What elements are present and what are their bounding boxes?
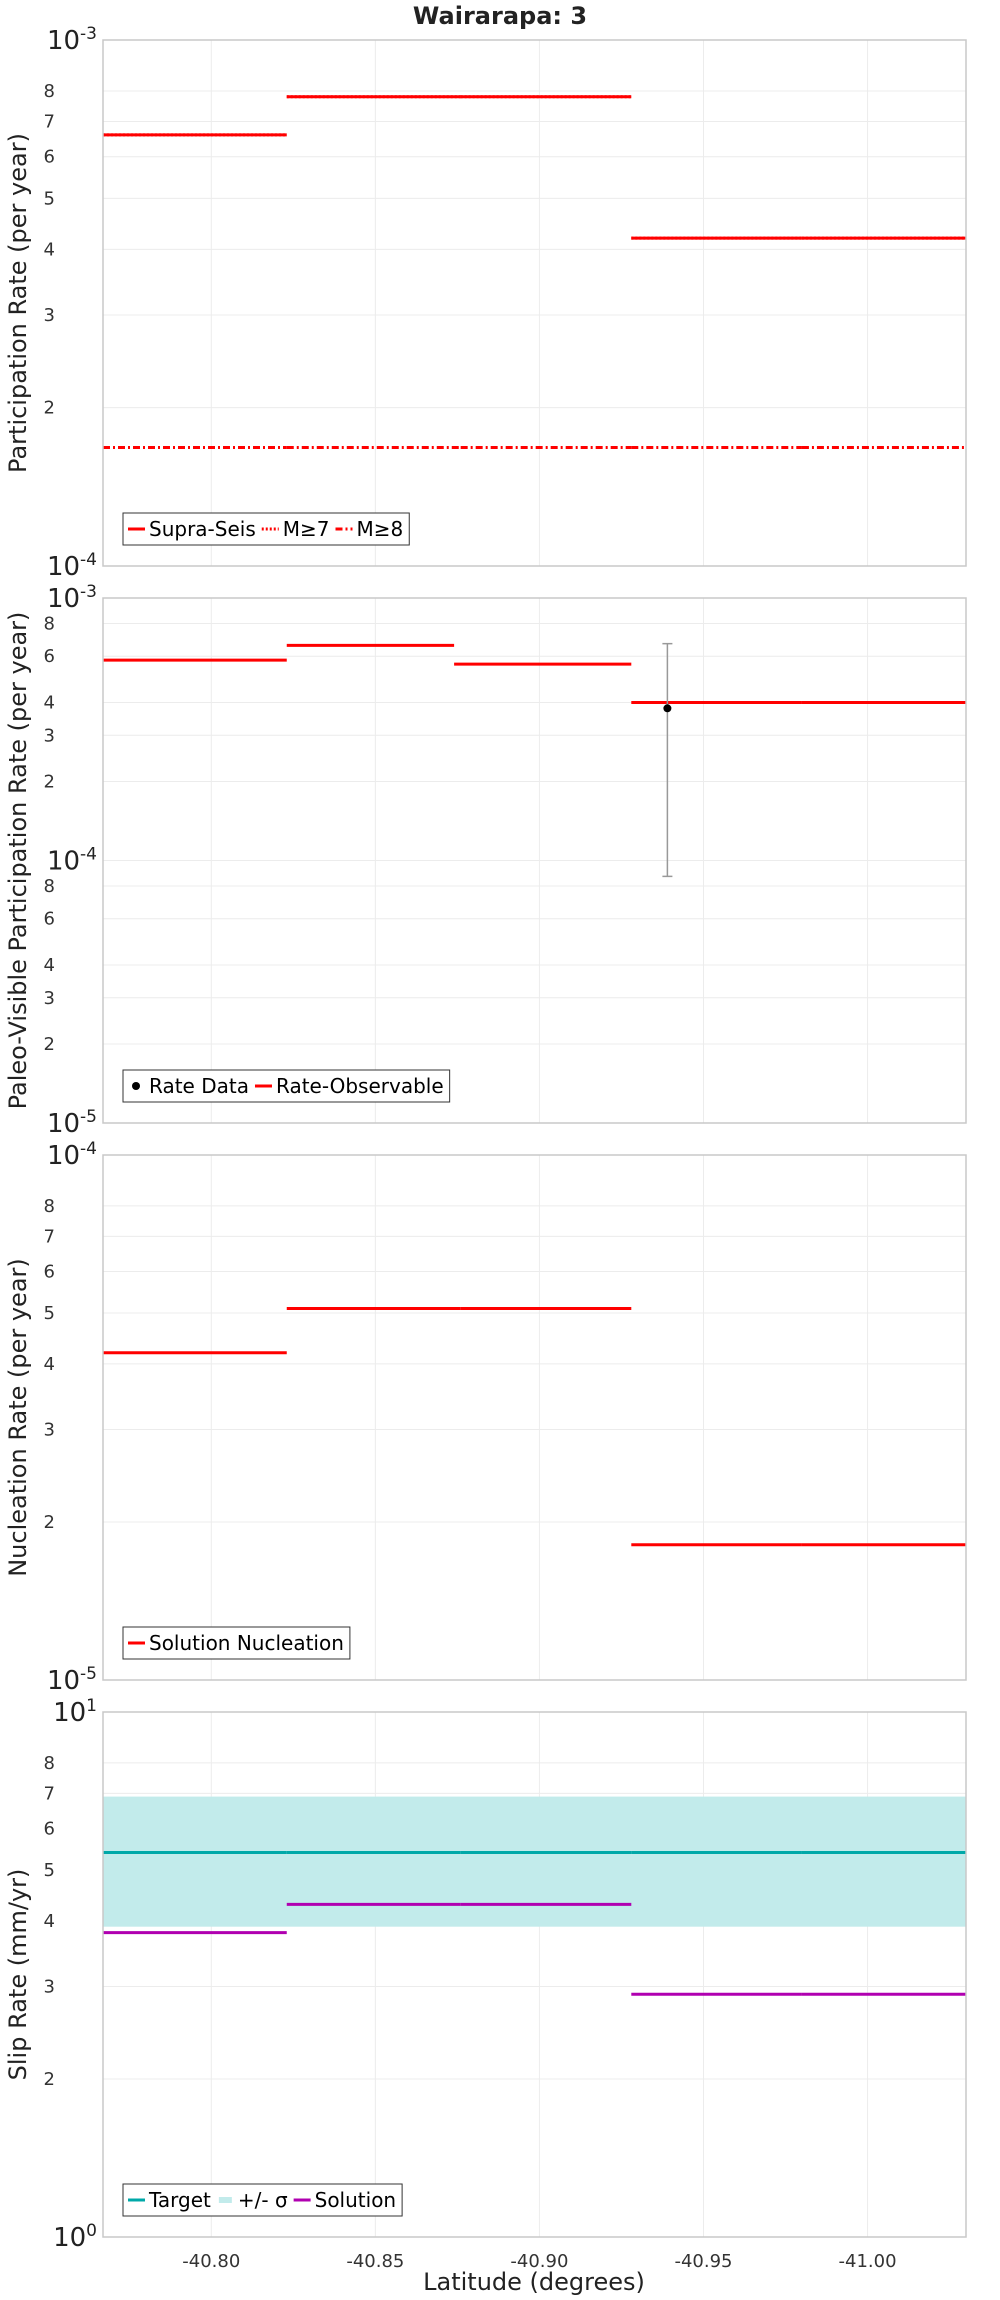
chart-figure: Wairarapa: 3 Latitude (degrees) 23456781… (0, 0, 1000, 2300)
y-tick-label: 2 (44, 771, 55, 792)
y-tick-label: 7 (44, 1783, 55, 1804)
sigma-band (103, 1797, 966, 1927)
y-tick-label: 4 (44, 955, 55, 976)
legend-label: Solution (315, 2188, 396, 2212)
y-tick-label: 4 (44, 692, 55, 713)
legend-swatch (132, 1082, 140, 1090)
legend-label: +/- σ (238, 2188, 288, 2212)
y-tick-label: 8 (44, 81, 55, 102)
y-tick-label: 5 (44, 1860, 55, 1881)
legend: Rate Data Rate-Observable (123, 1070, 450, 1102)
panel-nucleation: 2 3 4 5 6 7 8 10-5 10-4 Nucleation Rate (per year… (4, 1139, 966, 1696)
plot-area (103, 1712, 966, 2237)
y-tick-label: 6 (44, 646, 55, 667)
y-tick-label: 5 (44, 188, 55, 209)
rate-data-point (663, 704, 671, 712)
y-tick-label: 8 (44, 1753, 55, 1774)
legend: Target +/- σ Solution (123, 2184, 402, 2216)
y-axis-label: Paleo-Visible Participation Rate (per ye… (4, 612, 32, 1110)
legend: Solution Nucleation (123, 1627, 350, 1659)
y-tick-label: 2 (44, 2069, 55, 2090)
y-tick-label: 4 (44, 1354, 55, 1375)
y-major-tick-label: 10-3 (47, 582, 97, 614)
legend-label: M≥8 (357, 517, 404, 541)
legend: Supra-Seis M≥7 M≥8 (123, 513, 409, 545)
y-major-tick-label: 10-4 (47, 550, 97, 582)
y-tick-label: 7 (44, 111, 55, 132)
y-tick-label: 8 (44, 1196, 55, 1217)
y-tick-label: 2 (44, 398, 55, 419)
plot-area (103, 40, 966, 566)
y-axis-label: Participation Rate (per year) (4, 133, 32, 473)
x-tick-label: -41.00 (839, 2251, 897, 2272)
y-tick-label: 2 (44, 1034, 55, 1055)
y-tick-label: 3 (44, 1977, 55, 1998)
y-tick-label: 2 (44, 1512, 55, 1533)
plot-area (103, 1155, 966, 1680)
y-major-tick-label: 10-3 (47, 24, 97, 56)
y-tick-label: 6 (44, 909, 55, 930)
y-tick-label: 3 (44, 1420, 55, 1441)
y-tick-label: 4 (44, 1911, 55, 1932)
y-major-tick-label: 10-5 (47, 1664, 97, 1696)
panel-slip: 2 3 4 5 6 7 8 100 101 Slip Rate (mm/yr) Target +/- … (4, 1696, 966, 2253)
y-major-tick-label: 10-4 (47, 1139, 97, 1171)
legend-label: M≥7 (283, 517, 330, 541)
x-tick-label: -40.80 (182, 2251, 240, 2272)
y-tick-label: 3 (44, 988, 55, 1009)
y-tick-label: 3 (44, 305, 55, 326)
panel-participation: 2 3 4 5 6 7 8 10-4 10-3 Participation Rate (per y… (4, 24, 966, 582)
y-axis-label: Nucleation Rate (per year) (4, 1258, 32, 1577)
x-tick-label: -40.95 (674, 2251, 732, 2272)
y-tick-label: 6 (44, 1261, 55, 1282)
x-tick-label: -40.90 (510, 2251, 568, 2272)
y-tick-label: 8 (44, 876, 55, 897)
x-tick-label: -40.85 (346, 2251, 404, 2272)
panel-paleo: 2 3 4 6 8 2 3 4 6 8 10-5 10-4 10-3 Paleo-Visible Part… (4, 582, 966, 1139)
y-tick-label: 4 (44, 239, 55, 260)
x-axis-label: Latitude (degrees) (423, 2268, 645, 2296)
legend-label: Rate-Observable (276, 1074, 444, 1098)
y-tick-label: 7 (44, 1226, 55, 1247)
y-tick-label: 6 (44, 1818, 55, 1839)
y-major-tick-label: 10-5 (47, 1107, 97, 1139)
chart-title: Wairarapa: 3 (413, 2, 587, 30)
legend-label: Target (148, 2188, 211, 2212)
legend-label: Solution Nucleation (149, 1631, 344, 1655)
y-major-tick-label: 100 (53, 2221, 97, 2253)
y-tick-label: 6 (44, 147, 55, 168)
y-axis-label: Slip Rate (mm/yr) (4, 1869, 32, 2081)
legend-label: Rate Data (149, 1074, 249, 1098)
legend-swatch (219, 2197, 232, 2203)
legend-label: Supra-Seis (149, 517, 256, 541)
y-major-tick-label: 101 (53, 1696, 97, 1728)
y-tick-label: 8 (44, 613, 55, 634)
y-major-tick-label: 10-4 (47, 845, 97, 877)
y-tick-label: 3 (44, 725, 55, 746)
y-tick-label: 5 (44, 1303, 55, 1324)
